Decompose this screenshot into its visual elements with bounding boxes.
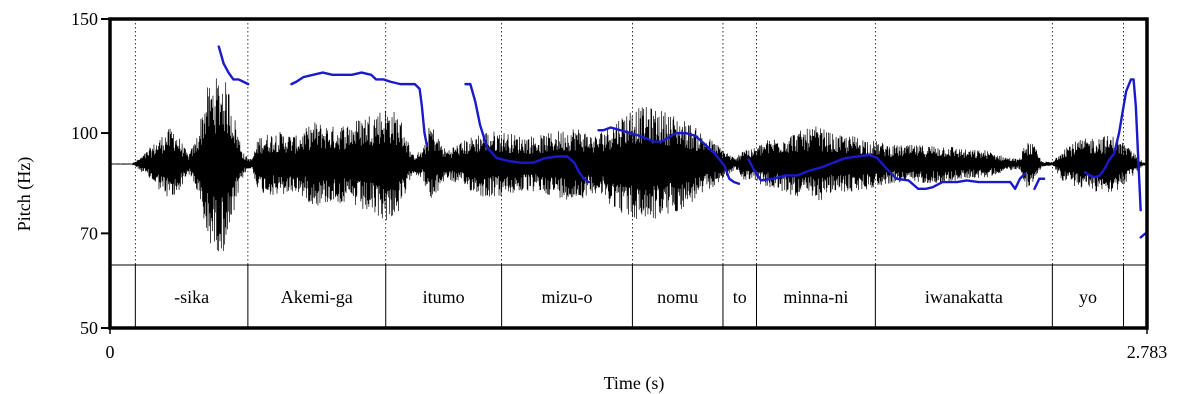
x-tick-label: 2.783 [1127,342,1168,362]
x-tick-label: 0 [106,342,115,362]
word-label: iwanakatta [925,287,1003,307]
x-axis-ticks: 0 2.783 [106,328,1168,362]
pitch-segment [1083,78,1142,212]
pitch-segment [747,153,1026,191]
pitch-segment [290,71,428,146]
y-tick-label: 100 [71,123,98,143]
y-tick-label: 150 [71,9,98,29]
y-axis-ticks: 150 100 70 50 [71,9,110,338]
pitch-segment [217,45,250,86]
word-label: Akemi-ga [281,287,353,307]
y-tick-label: 50 [80,318,98,338]
pitch-segment [597,126,741,185]
plot-frame [108,17,1149,330]
waveform [109,78,1148,252]
plot-border [108,17,1149,330]
pitch-segment [464,82,591,184]
y-tick-label: 70 [80,223,98,243]
x-axis-label: Time (s) [604,373,665,394]
word-label: minna-ni [783,287,848,307]
word-tier: -sika Akemi-ga itumo mizu-o nomu to minna-ni iw… [110,264,1147,328]
word-label: yo [1079,287,1097,307]
y-axis-label: Pitch (Hz) [14,157,35,231]
pitch-segment [1033,177,1046,191]
word-label: itumo [423,287,465,307]
word-boundary-lines [134,19,1124,265]
word-label: -sika [174,287,209,307]
word-label: to [733,287,747,307]
word-label: nomu [657,287,698,307]
pitch-contour [217,45,1149,239]
waveform-trace [109,78,1148,252]
word-label: mizu-o [542,287,593,307]
